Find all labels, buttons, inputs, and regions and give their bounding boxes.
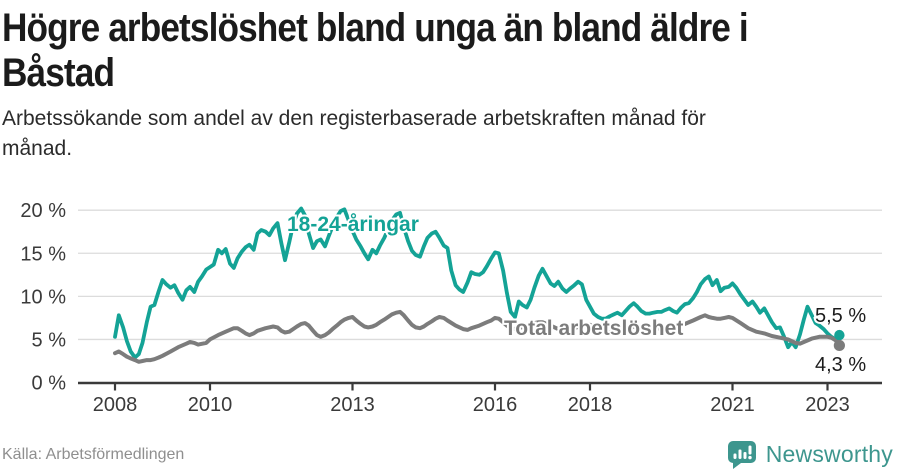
newsworthy-bubble-chart-icon [727, 441, 756, 469]
chart-subtitle: Arbetssökande som andel av den registerb… [2, 104, 706, 164]
end-value-label-youth: 5,5 % [815, 305, 866, 327]
y-tick-label: 0 % [32, 373, 67, 395]
page-title-line1: Högre arbetslöshet bland unga än bland ä… [2, 6, 749, 50]
y-tick-label: 5 % [32, 329, 67, 351]
y-tick-label: 20 % [20, 200, 66, 222]
newsworthy-logo: Newsworthy [727, 440, 893, 469]
gridlines [78, 209, 882, 341]
x-tick-label: 2016 [473, 394, 518, 416]
end-value-label-total: 4,3 % [815, 354, 866, 376]
chart-subtitle-line2: månad. [2, 137, 73, 160]
brand-name: Newsworthy [765, 441, 893, 467]
series-label-youth: 18-24-åringar [287, 213, 419, 236]
source-attribution: Källa: Arbetsförmedlingen [2, 446, 185, 463]
end-dot-total [833, 339, 845, 352]
page-title: Högre arbetslöshet bland unga än bland ä… [2, 6, 749, 96]
x-tick-label: 2010 [188, 394, 233, 416]
chart-subtitle-line1: Arbetssökande som andel av den registerb… [2, 107, 706, 130]
series-line-total [113, 309, 842, 364]
x-tick-label: 2023 [805, 394, 850, 416]
y-tick-label: 10 % [20, 286, 66, 308]
x-tick-label: 2021 [710, 394, 755, 416]
x-tick-label: 2008 [93, 394, 138, 416]
axes: 2008 2010 2013 2016 2018 2021 2023 0 % 5 % 10 % 15… [20, 200, 882, 416]
page-title-line2: Båstad [2, 51, 115, 95]
x-tick-label: 2013 [330, 394, 375, 416]
end-dot-youth [834, 329, 845, 341]
series-line-youth [113, 206, 842, 360]
series-label-total: Total arbetslöshet [504, 317, 683, 340]
series-lines [113, 206, 845, 364]
y-tick-label: 15 % [20, 243, 66, 265]
x-tick-label: 2018 [568, 394, 613, 416]
